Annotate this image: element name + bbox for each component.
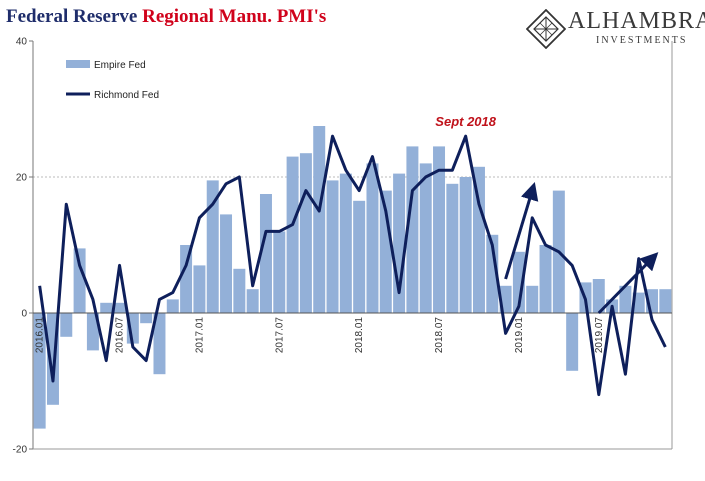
empire-fed-bar bbox=[526, 285, 539, 313]
empire-fed-bar bbox=[499, 285, 512, 313]
empire-fed-bar bbox=[233, 268, 246, 313]
empire-fed-bar bbox=[472, 166, 485, 313]
empire-fed-bar bbox=[619, 285, 632, 313]
empire-fed-bar bbox=[433, 146, 446, 313]
logo-name: ALHAMBRA bbox=[568, 8, 705, 34]
empire-fed-bar bbox=[459, 177, 472, 313]
empire-fed-bar bbox=[326, 180, 339, 313]
trend-arrow bbox=[504, 181, 539, 280]
x-tick-label: 2017.01 bbox=[194, 317, 205, 354]
empire-fed-bar bbox=[313, 126, 326, 313]
empire-fed-bar bbox=[379, 190, 392, 313]
empire-fed-bar bbox=[486, 234, 499, 313]
y-tick-label: 20 bbox=[16, 173, 28, 184]
x-tick-label: 2019.07 bbox=[594, 317, 605, 354]
empire-fed-bar bbox=[353, 200, 366, 313]
empire-fed-bar bbox=[512, 251, 525, 313]
empire-fed-bar bbox=[100, 302, 113, 313]
empire-fed-bar bbox=[393, 173, 406, 313]
empire-fed-bar bbox=[592, 279, 605, 313]
x-tick-label: 2019.01 bbox=[514, 317, 525, 354]
x-tick-label: 2016.01 bbox=[35, 317, 46, 354]
chart-title: Federal Reserve Regional Manu. PMI's bbox=[6, 6, 326, 28]
legend-label-richmond-fed: Richmond Fed bbox=[94, 90, 159, 101]
empire-fed-bar bbox=[646, 289, 659, 313]
empire-fed-bar bbox=[446, 183, 459, 313]
logo-subtitle: INVESTMENTS bbox=[596, 35, 688, 46]
empire-fed-bar bbox=[419, 163, 432, 313]
axis-layer: -20 0 20 40 2016.01 2016.07 2017.01 2017.07 2018… bbox=[13, 37, 673, 456]
empire-fed-bar bbox=[166, 299, 179, 313]
empire-fed-bar bbox=[273, 231, 286, 313]
empire-fed-bar bbox=[113, 302, 126, 313]
empire-fed-bar bbox=[366, 163, 379, 313]
empire-fed-bar bbox=[220, 214, 233, 313]
empire-fed-bar bbox=[286, 156, 299, 313]
empire-fed-bar bbox=[259, 194, 272, 313]
empire-fed-bar bbox=[126, 313, 139, 344]
chart-title-accent: Regional Manu. PMI's bbox=[142, 6, 327, 27]
x-tick-label: 2018.01 bbox=[354, 317, 365, 354]
empire-fed-bar bbox=[180, 245, 193, 313]
line-layer bbox=[38, 134, 667, 397]
chart-title-prefix: Federal Reserve bbox=[6, 6, 138, 27]
x-tick-label: 2016.07 bbox=[115, 317, 126, 354]
empire-fed-bar bbox=[339, 173, 352, 313]
empire-fed-bar bbox=[60, 313, 73, 337]
x-tick-label: 2017.07 bbox=[274, 317, 285, 354]
diamond-logo-icon bbox=[526, 9, 566, 49]
empire-fed-bar bbox=[73, 248, 86, 313]
empire-fed-bar bbox=[193, 265, 206, 313]
legend: Empire Fed Richmond Fed bbox=[66, 60, 159, 101]
y-tick-label: 40 bbox=[16, 37, 28, 48]
empire-fed-bar bbox=[86, 313, 99, 351]
empire-fed-bar bbox=[299, 153, 312, 313]
empire-fed-bar bbox=[246, 289, 259, 313]
alhambra-logo: ALHAMBRA INVESTMENTS bbox=[526, 8, 705, 52]
empire-fed-bar bbox=[140, 313, 153, 324]
empire-fed-bar bbox=[406, 146, 419, 313]
empire-fed-bar bbox=[46, 313, 59, 405]
legend-swatch-empire-fed bbox=[66, 60, 90, 68]
annotation-label: Sept 2018 bbox=[435, 114, 496, 129]
empire-fed-bar bbox=[659, 289, 672, 313]
empire-fed-bar bbox=[206, 180, 219, 313]
y-tick-label: -20 bbox=[13, 445, 28, 456]
empire-fed-bar bbox=[566, 313, 579, 371]
empire-fed-bar bbox=[33, 313, 46, 429]
empire-fed-bar bbox=[632, 292, 645, 313]
empire-fed-bar bbox=[539, 245, 552, 313]
y-tick-label: 0 bbox=[21, 309, 27, 320]
x-tick-label: 2018.07 bbox=[434, 317, 445, 354]
legend-label-empire-fed: Empire Fed bbox=[94, 60, 146, 71]
empire-fed-bar bbox=[153, 313, 166, 375]
richmond-fed-line bbox=[38, 134, 667, 397]
annotation-layer: Sept 2018 bbox=[435, 114, 659, 315]
trend-arrow bbox=[597, 252, 659, 315]
